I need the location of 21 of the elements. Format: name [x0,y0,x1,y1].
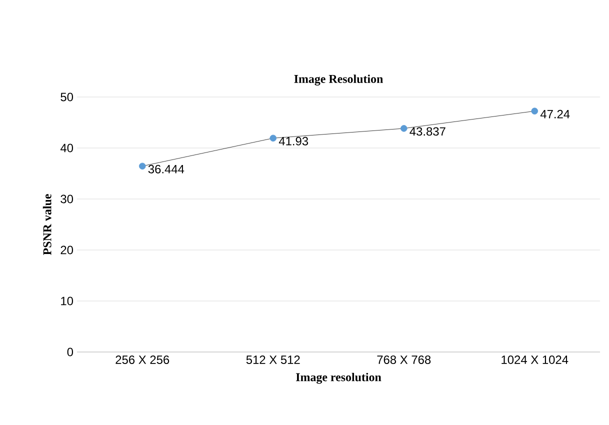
data-label: 36.444 [148,164,184,174]
chart-title: Image Resolution [294,74,383,86]
x-tick-label: 256 X 256 [116,356,170,364]
point [531,108,538,114]
y-tick-label: 50 [60,92,74,102]
data-label: 43.837 [410,127,446,136]
x-axis-title: Image resolution [296,372,382,384]
data-label: 47.24 [540,110,570,118]
y-tick-label: 10 [61,296,74,306]
y-tick-label: 40 [60,144,74,152]
y-tick-label: 30 [60,194,74,204]
point [270,134,277,142]
y-tick-label: 20 [60,246,74,254]
point [138,162,146,170]
x-tick-label: 512 X 512 [246,356,300,364]
point [400,125,408,132]
x-tick-label: 768 X 768 [377,356,431,364]
y-tick-label: 0 [67,348,74,356]
data-label: 41.93 [278,136,308,146]
y-axis-title: PSNR value [42,194,52,256]
x-tick-label: 1024 X 1024 [502,356,568,364]
